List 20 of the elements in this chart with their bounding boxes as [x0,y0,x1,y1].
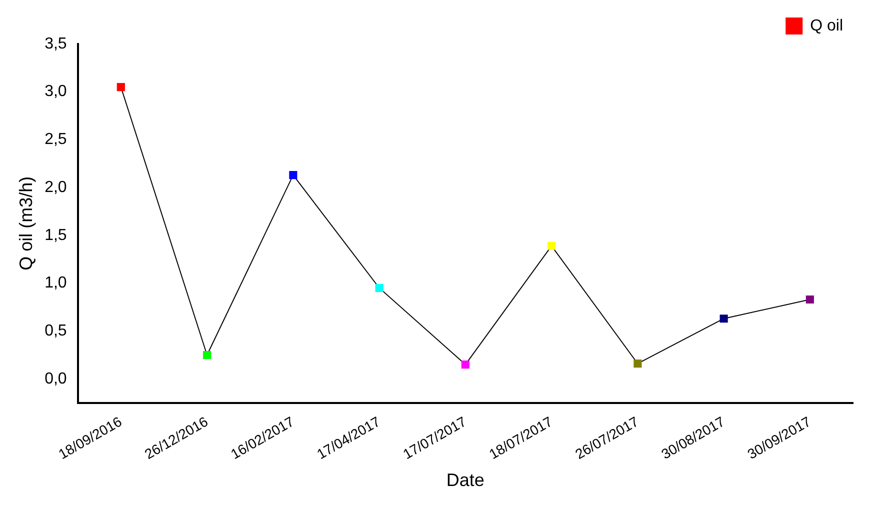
point [375,284,384,292]
y-tick-label: 2,0 [44,178,67,196]
point [289,171,298,180]
y-tick-label: 1,0 [44,274,67,292]
y-tick-label: 3,5 [44,35,67,52]
y-axis-title: Q oil (m3/h) [16,176,36,270]
x-axis-title: Date [446,470,484,490]
point [548,242,556,250]
point [116,83,125,92]
point [634,360,642,368]
point [806,295,814,304]
point [203,350,212,360]
y-tick-label: 2,5 [44,131,67,148]
y-tick-label: 0,0 [44,370,67,388]
point [461,360,470,369]
legend-label: Q oil [810,17,844,34]
y-tick-label: 0,5 [44,322,67,340]
point [720,314,728,323]
y-tick-label: 1,5 [44,226,67,244]
y-tick-label: 3,0 [44,83,67,100]
